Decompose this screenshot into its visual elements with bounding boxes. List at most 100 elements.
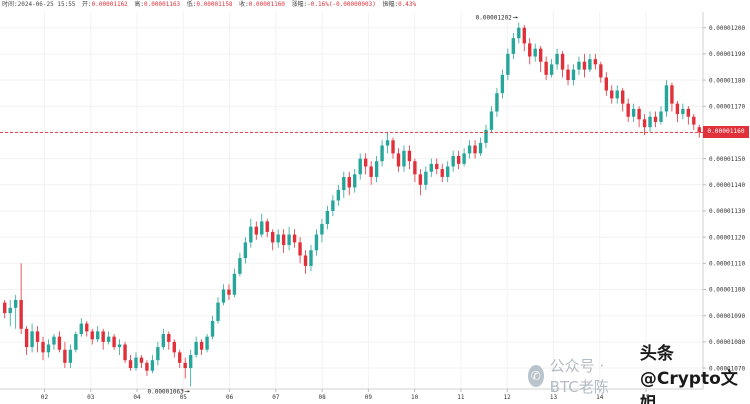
candle-body <box>314 234 319 251</box>
candle-body <box>631 108 636 117</box>
candle-body <box>178 352 182 363</box>
candle-body <box>418 174 423 185</box>
candle-body <box>396 153 401 167</box>
candle-body <box>57 336 62 350</box>
candle-body <box>79 323 83 335</box>
candle-body <box>210 320 215 337</box>
current-price-tag: 0.00001160 <box>703 126 749 139</box>
candle-body <box>281 234 286 246</box>
high-field: 高:0.00001163 <box>134 1 181 8</box>
y-tick-label: 0.00001180 <box>709 77 746 84</box>
candle-body <box>358 158 362 175</box>
candle-body <box>582 61 587 70</box>
candle-body <box>199 341 204 350</box>
x-axis-ticks: 02 03 04 05 06 07 08 09 10 11 12 13 14 15 <box>41 389 650 401</box>
candle-body <box>254 226 258 235</box>
candle-body <box>538 48 543 62</box>
candle-body <box>276 234 280 243</box>
candle-body <box>35 331 40 342</box>
arrow-head-icon <box>187 390 190 393</box>
x-tick-label: 14 <box>596 394 604 401</box>
candle-body <box>74 334 78 350</box>
candle-body <box>188 354 193 369</box>
candle-body <box>52 336 56 345</box>
candle-body <box>287 234 291 246</box>
candle-body <box>117 344 122 348</box>
grid-lines <box>0 12 703 389</box>
candle-body <box>391 140 395 154</box>
candle-body <box>363 158 368 167</box>
candle-body <box>424 171 428 185</box>
candle-body <box>577 61 581 70</box>
candle-body <box>41 341 45 353</box>
x-tick-label: 12 <box>504 394 512 401</box>
y-tick-label: 0.00001150 <box>709 156 746 163</box>
candle-body <box>599 64 603 78</box>
candle-body <box>123 344 127 361</box>
y-tick-label: 0.00001130 <box>709 208 746 215</box>
candle-body <box>692 116 696 125</box>
candle-body <box>653 116 658 122</box>
candle-body <box>194 341 198 355</box>
candle-body <box>402 150 406 167</box>
time-field: 时间:2024-06-25 15:55 <box>2 1 76 8</box>
y-tick-label: 0.00001090 <box>709 313 746 320</box>
candle-body <box>271 231 275 243</box>
candle-body <box>571 69 576 81</box>
candle-body <box>347 176 351 188</box>
candle-body <box>150 360 155 371</box>
candle-body <box>642 119 647 128</box>
candle-body <box>292 234 297 243</box>
candle-body <box>205 336 209 350</box>
ohlc-info-bar: 时间:2024-06-25 15:55 开:0.00001162 高:0.000… <box>2 0 419 10</box>
candle-body <box>3 302 7 314</box>
y-tick-label: 0.00001080 <box>709 339 746 346</box>
candle-body <box>96 331 100 340</box>
open-field: 开:0.00001162 <box>82 1 128 8</box>
extreme-price-label: 0.00001063 <box>148 388 185 395</box>
candle-body <box>522 27 526 44</box>
candle-body <box>161 334 166 348</box>
close-field: 收:0.00001160 <box>239 1 285 8</box>
candle-body <box>664 85 669 112</box>
candle-body <box>183 362 187 369</box>
candle-body <box>407 150 412 162</box>
candle-body <box>63 349 67 363</box>
candle-body <box>588 59 592 70</box>
candle-body <box>467 145 472 154</box>
y-tick-label: 0.00001170 <box>709 103 746 110</box>
candle-body <box>331 200 335 211</box>
candle-body <box>30 331 34 348</box>
candle-body <box>128 360 133 369</box>
candle-body <box>139 357 144 363</box>
candle-body <box>249 226 253 243</box>
price-annotations: 0.00001202 0.00001063 <box>148 14 518 395</box>
candle-body <box>265 221 269 232</box>
candle-body <box>134 357 138 369</box>
candle-body <box>440 169 444 177</box>
amplitude-field: 振幅:0.43% <box>382 1 417 8</box>
candle-body <box>19 299 23 329</box>
x-tick-label: 06 <box>226 394 234 401</box>
candle-body <box>511 38 516 54</box>
candle-body <box>697 127 701 133</box>
candle-body <box>325 210 330 225</box>
x-tick-label: 05 <box>180 394 188 401</box>
candle-body <box>221 289 226 303</box>
candle-body <box>167 334 171 342</box>
candle-body <box>46 344 51 353</box>
candle-body <box>456 155 461 164</box>
candle-body <box>621 90 625 104</box>
candle-body <box>429 163 433 172</box>
y-tick-label: 0.00001140 <box>709 182 746 189</box>
candle-body <box>446 166 450 177</box>
candle-body <box>101 331 105 342</box>
candle-body <box>478 142 483 154</box>
y-tick-label: 0.00001190 <box>709 51 746 58</box>
candle-body <box>610 90 614 99</box>
candle-body <box>90 331 94 340</box>
candle-body <box>604 77 608 91</box>
candle-body <box>528 43 532 57</box>
